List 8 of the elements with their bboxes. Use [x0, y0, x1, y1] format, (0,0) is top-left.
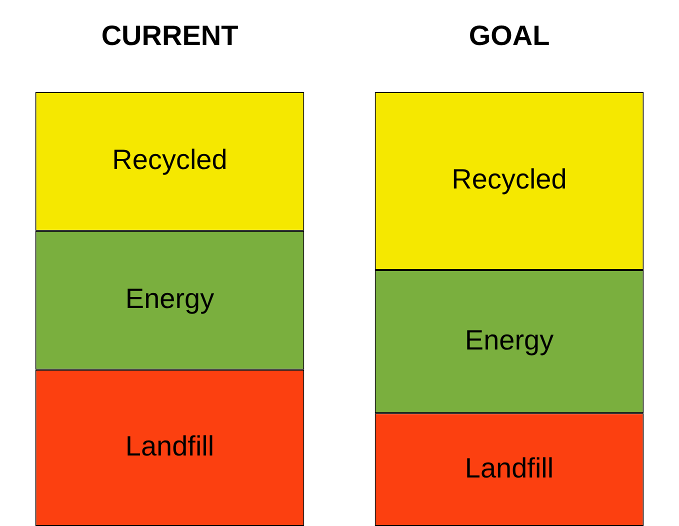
text: Landfill — [125, 430, 214, 462]
x-tick-label: GOAL — [468, 20, 550, 51]
series-label: Energy — [125, 283, 214, 314]
series-label: Landfill — [464, 452, 554, 484]
text: Recycled — [452, 164, 567, 195]
series-label: Recycled — [112, 144, 228, 176]
x-tick-label: CURRENT — [101, 20, 238, 51]
text: Energy — [464, 324, 554, 356]
